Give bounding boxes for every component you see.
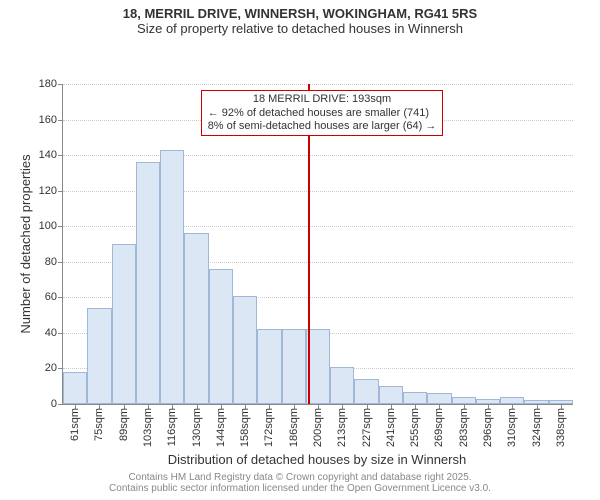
x-tick-label: 61sqm [69, 404, 81, 441]
histogram-bar [209, 269, 233, 404]
x-tick-label: 172sqm [263, 404, 275, 447]
histogram-bar [500, 397, 524, 404]
x-tick-label: 103sqm [142, 404, 154, 447]
x-tick-label: 338sqm [555, 404, 567, 447]
x-tick-label: 213sqm [336, 404, 348, 447]
y-tick-mark [58, 84, 63, 85]
histogram-bar [452, 397, 476, 404]
histogram-bar [403, 392, 427, 404]
y-tick-mark [58, 155, 63, 156]
histogram-bar [379, 386, 403, 404]
x-tick-label: 158sqm [239, 404, 251, 447]
annotation-line: ← 92% of detached houses are smaller (74… [208, 107, 437, 120]
y-tick-mark [58, 333, 63, 334]
y-axis-label: Number of detached properties [18, 154, 33, 333]
x-tick-label: 130sqm [191, 404, 203, 447]
histogram-bar [184, 233, 208, 404]
footer-line1: Contains HM Land Registry data © Crown c… [0, 472, 600, 483]
x-tick-label: 75sqm [93, 404, 105, 441]
x-axis-label: Distribution of detached houses by size … [62, 452, 572, 467]
x-tick-label: 255sqm [409, 404, 421, 447]
y-tick-mark [58, 368, 63, 369]
x-tick-label: 200sqm [312, 404, 324, 447]
histogram-bar [427, 393, 451, 404]
annotation-line: 18 MERRIL DRIVE: 193sqm [208, 93, 437, 106]
histogram-bar [354, 379, 378, 404]
y-tick-mark [58, 120, 63, 121]
x-tick-label: 116sqm [166, 404, 178, 446]
y-tick-mark [58, 404, 63, 405]
x-tick-label: 310sqm [506, 404, 518, 447]
histogram-bar [330, 367, 354, 404]
histogram-bar [63, 372, 87, 404]
chart-title-line2: Size of property relative to detached ho… [0, 21, 600, 36]
x-tick-label: 227sqm [361, 404, 373, 447]
y-tick-mark [58, 191, 63, 192]
gridline [63, 155, 573, 156]
y-tick-mark [58, 226, 63, 227]
histogram-bar [136, 162, 160, 404]
histogram-bar [160, 150, 184, 404]
chart-title-line1: 18, MERRIL DRIVE, WINNERSH, WOKINGHAM, R… [0, 0, 600, 21]
x-tick-label: 241sqm [385, 404, 397, 447]
histogram-bar [233, 296, 257, 404]
y-tick-mark [58, 297, 63, 298]
histogram-bar [257, 329, 281, 404]
x-tick-label: 186sqm [288, 404, 300, 447]
x-tick-label: 89sqm [118, 404, 130, 441]
x-tick-label: 296sqm [482, 404, 494, 447]
x-tick-label: 269sqm [433, 404, 445, 447]
histogram-bar [112, 244, 136, 404]
footer-line2: Contains public sector information licen… [0, 483, 600, 494]
footer-attribution: Contains HM Land Registry data © Crown c… [0, 472, 600, 494]
gridline [63, 84, 573, 85]
x-tick-label: 144sqm [215, 404, 227, 447]
y-tick-mark [58, 262, 63, 263]
x-tick-label: 283sqm [458, 404, 470, 447]
histogram-bar [282, 329, 306, 404]
histogram-bar [87, 308, 111, 404]
annotation-line: 8% of semi-detached houses are larger (6… [208, 120, 437, 133]
annotation-box: 18 MERRIL DRIVE: 193sqm← 92% of detached… [201, 90, 444, 136]
x-tick-label: 324sqm [531, 404, 543, 447]
plot-area: 02040608010012014016018061sqm75sqm89sqm1… [62, 84, 573, 405]
